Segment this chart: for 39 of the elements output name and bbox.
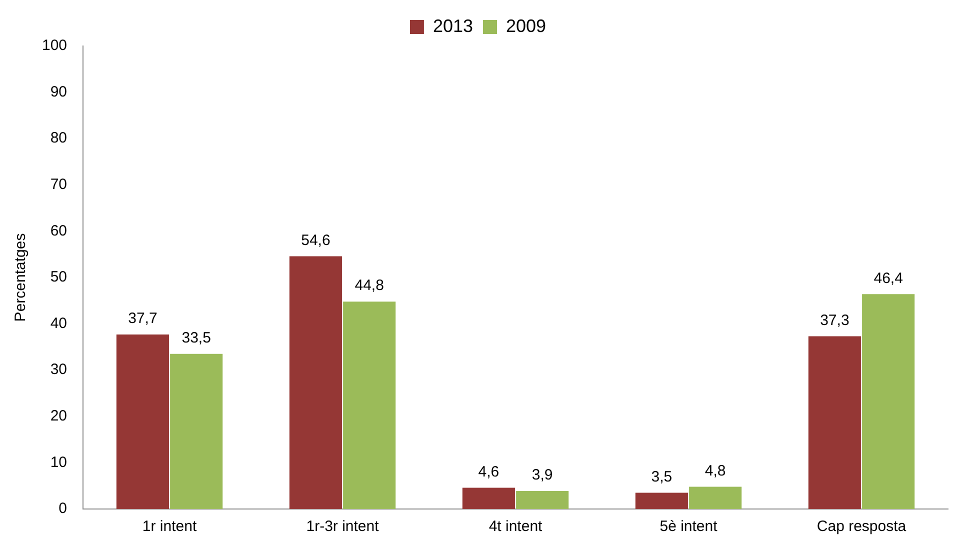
y-tick-label: 10 [50, 454, 68, 471]
bar [862, 294, 915, 509]
bar [343, 302, 396, 509]
y-tick-label: 80 [50, 130, 68, 147]
data-label: 33,5 [182, 330, 211, 347]
y-tick-label: 100 [42, 37, 68, 54]
data-label: 4,8 [704, 462, 726, 480]
bar [170, 354, 223, 509]
data-label: 3,9 [532, 466, 553, 484]
bar [808, 336, 861, 509]
y-tick-label: 50 [50, 268, 68, 286]
y-tick-label: 60 [50, 222, 68, 240]
bar [516, 490, 569, 509]
bar [635, 492, 688, 509]
data-label: 37,3 [820, 312, 850, 329]
data-label: 3,5 [651, 468, 672, 486]
y-tick-label: 70 [50, 176, 68, 194]
data-label: 54,6 [301, 232, 330, 249]
x-tick-label: Cap resposta [816, 518, 907, 536]
bar [116, 334, 169, 509]
bar [462, 488, 515, 509]
bar [689, 486, 742, 509]
legend-label: 2013 [432, 16, 474, 36]
y-tick-label: 20 [50, 408, 68, 425]
y-tick-label: 90 [50, 83, 68, 100]
data-label: 44,8 [354, 277, 384, 294]
legend-label: 2009 [506, 16, 546, 36]
data-label: 4,6 [478, 463, 500, 480]
y-axis-title: Percentatges [12, 233, 30, 322]
bar [289, 256, 342, 509]
y-tick-label: 0 [58, 500, 68, 518]
x-tick-label: 1r intent [142, 518, 198, 536]
data-label: 46,4 [874, 270, 903, 287]
x-tick-label: 1r-3r intent [306, 518, 380, 536]
y-tick-label: 40 [50, 314, 68, 332]
x-tick-label: 4t intent [488, 518, 544, 536]
data-label: 37,7 [128, 310, 158, 328]
y-tick-label: 30 [50, 361, 68, 378]
x-tick-label: 5è intent [660, 518, 718, 536]
